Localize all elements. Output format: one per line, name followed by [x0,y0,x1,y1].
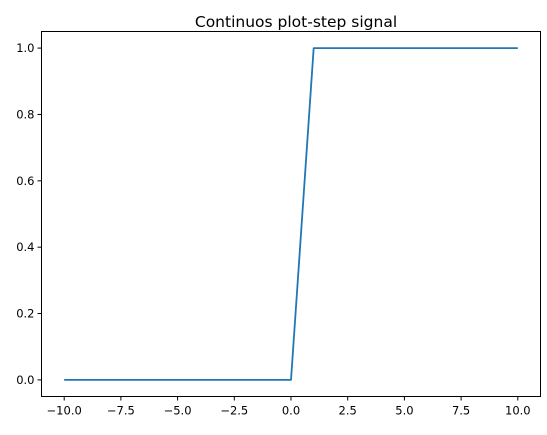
y-tick-label: 0.0 [16,373,34,387]
y-tick-label: 0.4 [16,240,34,254]
x-tick-label: 5.0 [395,404,413,418]
series-layer [64,47,518,381]
x-axis-ticks: −10.0 −7.5 −5.0 −2.5 0.0 2.5 5.0 7.5 10.0 [47,396,531,418]
x-tick-label: 2.5 [339,404,357,418]
y-tick-label: 0.6 [16,174,34,188]
x-tick-label: 7.5 [452,404,470,418]
y-tick-label: 1.0 [16,41,34,55]
x-tick-label: 0.0 [282,404,300,418]
x-tick-label: −5.0 [164,404,192,418]
plot-area-frame [41,31,541,397]
x-tick-label: −7.5 [107,404,135,418]
y-tick-label: 0.8 [16,107,34,121]
series-line-0 [64,47,518,381]
x-tick-label: −10.0 [47,404,82,418]
y-tick-label: 0.2 [16,307,34,321]
chart-title: Continuos plot-step signal [195,13,397,31]
x-tick-label: 10.0 [505,404,531,418]
x-tick-label: −2.5 [220,404,248,418]
y-axis-ticks: 0.0 0.2 0.4 0.6 0.8 1.0 [16,41,42,387]
